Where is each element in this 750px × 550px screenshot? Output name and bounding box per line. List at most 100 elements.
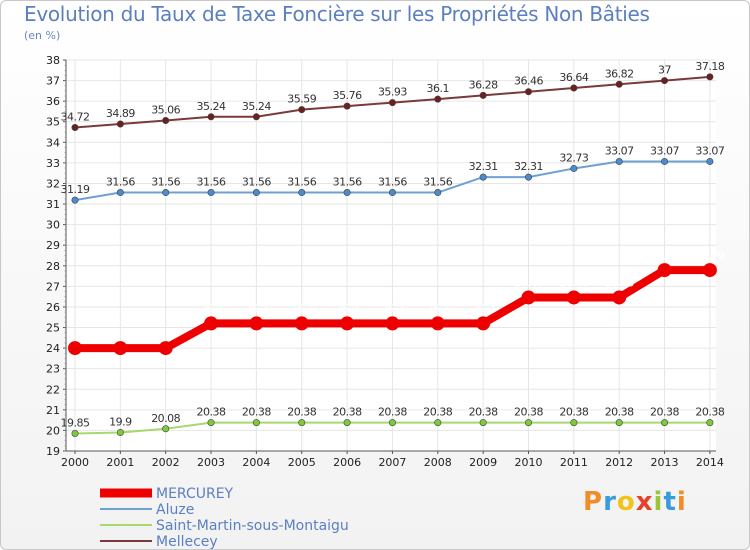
data-point: [116, 189, 124, 197]
data-point: [298, 106, 306, 114]
data-point: [249, 316, 264, 331]
y-tick-label: 19: [46, 445, 60, 458]
legend-label: Saint-Martin-sous-Montaigu: [156, 518, 349, 534]
y-tick-label: 27: [46, 280, 60, 293]
x-tick-label: 2013: [651, 456, 679, 469]
data-label: 32.73: [559, 151, 588, 164]
data-label: 19.85: [61, 417, 90, 430]
x-tick-label: 2007: [378, 456, 406, 469]
data-label: 36.1: [427, 82, 450, 95]
data-label: 31.56: [287, 176, 316, 189]
data-point: [204, 316, 219, 331]
data-label: 20.38: [242, 406, 271, 419]
data-point: [343, 419, 351, 427]
data-label: 35.59: [287, 93, 316, 106]
y-tick-label: 21: [46, 404, 60, 417]
data-label: 34.72: [61, 110, 90, 123]
data-point: [388, 419, 396, 427]
data-point: [252, 113, 260, 121]
data-label: 26.46: [559, 276, 588, 289]
data-label: 25.2: [381, 302, 404, 315]
data-point: [661, 157, 669, 165]
data-point: [385, 316, 400, 331]
data-label: 35.24: [242, 100, 271, 113]
data-label: 36.28: [469, 78, 498, 91]
logo-letter: i: [676, 487, 687, 517]
data-point: [388, 99, 396, 107]
y-tick-label: 31: [46, 198, 60, 211]
data-label: 20.38: [378, 406, 407, 419]
data-label: 31.56: [106, 176, 135, 189]
data-point: [434, 189, 442, 197]
data-label: 35.24: [197, 100, 226, 113]
data-point: [521, 290, 536, 305]
data-label: 25.2: [336, 302, 359, 315]
x-tick-label: 2011: [560, 456, 588, 469]
data-label: 36.46: [514, 75, 543, 88]
data-point: [116, 428, 124, 436]
data-point: [434, 419, 442, 427]
data-point: [162, 117, 170, 125]
data-point: [430, 316, 445, 331]
x-tick-label: 2010: [515, 456, 543, 469]
data-label: 31.56: [151, 176, 180, 189]
data-point: [661, 419, 669, 427]
data-point: [479, 91, 487, 99]
data-point: [570, 164, 578, 172]
data-label: 36.82: [605, 67, 634, 80]
x-tick-label: 2000: [61, 456, 89, 469]
chart-title: Evolution du Taux de Taxe Foncière sur l…: [24, 2, 650, 26]
y-tick-label: 35: [46, 116, 60, 129]
data-point: [476, 316, 491, 331]
data-point: [71, 430, 79, 438]
value-labels: 31.19 31.56 31.56 31.56 31.56 31.56 31.56 31.56…: [61, 60, 726, 430]
logo-letter: P: [583, 487, 604, 517]
y-tick-label: 30: [46, 219, 60, 232]
series-lines: [68, 73, 717, 438]
data-point: [615, 419, 623, 427]
y-tick-label: 33: [46, 157, 60, 170]
data-point: [524, 173, 532, 181]
data-point: [207, 189, 215, 197]
data-point: [298, 419, 306, 427]
data-label: 20.38: [423, 406, 452, 419]
y-tick-label: 38: [46, 54, 60, 67]
y-tick-label: 20: [46, 424, 60, 437]
data-point: [113, 341, 128, 356]
data-label: 26.46: [514, 276, 543, 289]
legend-label: Mellecey: [156, 534, 218, 550]
y-tick-label: 23: [46, 363, 60, 376]
data-label: 33.07: [605, 144, 634, 157]
data-label: 20.08: [151, 412, 180, 425]
x-tick-label: 2012: [605, 456, 633, 469]
series-mellecey: [71, 73, 714, 131]
logo-letter: t: [663, 487, 677, 517]
data-label: 26.46: [605, 276, 634, 289]
data-label: 36.64: [559, 71, 588, 84]
logo-letter: x: [635, 487, 654, 517]
x-tick-label: 2004: [242, 456, 270, 469]
data-point: [706, 73, 714, 81]
data-label: 20.38: [605, 406, 634, 419]
x-tick-label: 2005: [288, 456, 316, 469]
legend-label: Aluze: [156, 502, 194, 518]
data-point: [524, 88, 532, 96]
data-point: [71, 123, 79, 131]
data-point: [343, 102, 351, 110]
data-point: [68, 341, 82, 356]
logo-letter: r: [603, 487, 617, 517]
data-label: 27.79: [695, 249, 724, 262]
data-point: [570, 419, 578, 427]
data-label: 24: [114, 327, 127, 340]
data-point: [388, 189, 396, 197]
proxiti-logo: Proxiti: [583, 487, 687, 517]
data-label: 25.2: [472, 302, 495, 315]
data-point: [615, 157, 623, 165]
data-label: 25.2: [245, 302, 268, 315]
y-tick-label: 37: [46, 75, 60, 88]
data-label: 35.93: [378, 86, 407, 99]
plot-area: [66, 60, 716, 451]
data-label: 25.2: [200, 302, 223, 315]
data-label: 31.56: [333, 176, 362, 189]
